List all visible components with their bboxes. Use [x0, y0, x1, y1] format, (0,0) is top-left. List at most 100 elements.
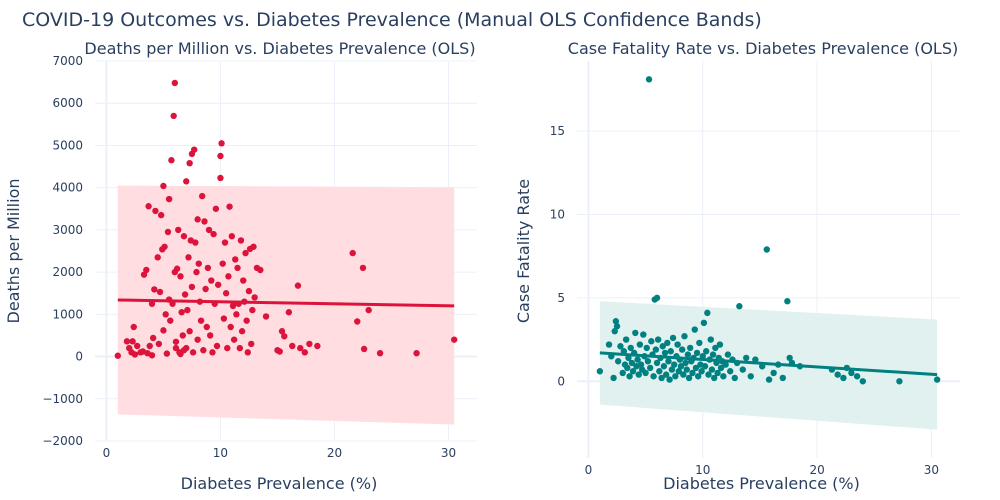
- scatter-point: [786, 354, 793, 362]
- scatter-point: [450, 336, 458, 343]
- y-tick-label: 7000: [52, 54, 83, 68]
- scatter-point: [227, 323, 234, 331]
- scatter-point: [314, 342, 321, 350]
- scatter-point: [413, 349, 420, 357]
- scatter-point: [678, 346, 686, 353]
- scatter-point: [646, 364, 654, 372]
- scatter-point: [155, 340, 163, 348]
- scatter-point: [666, 376, 673, 383]
- scatter-point: [151, 286, 158, 293]
- scatter-point: [722, 361, 729, 368]
- scatter-point: [202, 285, 209, 293]
- scatter-point: [648, 338, 655, 345]
- scatter-point: [181, 291, 189, 298]
- scatter-point: [148, 300, 156, 307]
- scatter-point: [152, 207, 159, 215]
- scatter-point: [183, 178, 190, 185]
- scatter-point: [164, 228, 172, 236]
- scatter-point: [632, 329, 639, 337]
- scatter-point: [686, 344, 694, 352]
- scatter-point: [130, 323, 137, 331]
- x-axis-title: Diabetes Prevalence (%): [181, 474, 378, 493]
- scatter-point: [221, 239, 229, 246]
- subplot-title: Deaths per Million vs. Diabetes Prevalen…: [84, 39, 475, 58]
- scatter-point: [184, 306, 191, 314]
- scatter-point: [349, 249, 356, 257]
- scatter-point: [218, 140, 225, 147]
- scatter-point: [232, 256, 239, 263]
- scatter-point: [765, 376, 773, 383]
- y-tick-label: 6000: [52, 96, 83, 110]
- scatter-point: [693, 349, 701, 357]
- scatter-point: [739, 366, 746, 373]
- scatter-point: [653, 294, 661, 302]
- scatter-point: [129, 338, 136, 345]
- scatter-point: [668, 366, 676, 373]
- scatter-point: [234, 264, 241, 272]
- scatter-point: [637, 361, 645, 368]
- scatter-point: [690, 354, 697, 362]
- scatter-point: [727, 368, 734, 375]
- scatter-point: [612, 318, 620, 325]
- scatter-point: [654, 336, 662, 343]
- scatter-point: [702, 348, 710, 355]
- scatter-point: [192, 239, 199, 246]
- scatter-point: [859, 378, 867, 385]
- scatter-point: [625, 354, 632, 362]
- scatter-point: [643, 344, 650, 352]
- scatter-point: [759, 363, 766, 370]
- scatter-point: [692, 364, 700, 372]
- scatter-point: [698, 368, 705, 375]
- scatter-point: [167, 317, 174, 324]
- scatter-point: [197, 317, 205, 324]
- scatter-point: [354, 318, 361, 325]
- scatter-point: [680, 371, 687, 378]
- scatter-point: [708, 366, 716, 373]
- scatter-point: [148, 352, 156, 359]
- chart-panel-cfr: 0 5 10 15 0 10 20 30 Case Fatality Rate vs. Diab…: [514, 39, 960, 493]
- scatter-point: [206, 332, 214, 339]
- scatter-point: [194, 216, 201, 223]
- scatter-point: [238, 328, 246, 335]
- scatter-point: [359, 264, 367, 272]
- scatter-point: [217, 152, 224, 160]
- scatter-point: [669, 334, 677, 342]
- scatter-point: [189, 349, 197, 356]
- scatter-point: [664, 339, 671, 347]
- scatter-point: [249, 306, 256, 314]
- scatter-point: [173, 265, 181, 272]
- scatter-point: [185, 254, 192, 261]
- scatter-point: [200, 347, 207, 354]
- scatter-point: [706, 356, 713, 363]
- scatter-point: [240, 277, 247, 284]
- scatter-point: [212, 205, 220, 212]
- scatter-point: [681, 333, 688, 340]
- scatter-point: [168, 157, 175, 164]
- scatter-point: [162, 311, 169, 318]
- scatter-point: [828, 366, 836, 373]
- scatter-point: [165, 195, 173, 203]
- x-tick-label: 30: [441, 446, 456, 460]
- x-tick-label: 0: [103, 446, 111, 460]
- scatter-point: [779, 374, 786, 382]
- y-tick-label: 10: [550, 207, 565, 221]
- scatter-point: [208, 277, 215, 284]
- scatter-point: [677, 363, 685, 370]
- scatter-point: [736, 303, 743, 310]
- scatter-point: [143, 266, 150, 274]
- scatter-point: [201, 218, 208, 225]
- scatter-point: [733, 359, 741, 367]
- scatter-point: [642, 369, 649, 377]
- scatter-point: [683, 366, 690, 373]
- scatter-point: [731, 374, 738, 382]
- scatter-point: [682, 359, 689, 367]
- scatter-point: [714, 369, 721, 377]
- scatter-point: [210, 230, 217, 238]
- scatter-point: [658, 374, 665, 382]
- y-tick-label: 5000: [52, 138, 83, 152]
- scatter-point: [301, 349, 309, 356]
- scatter-point: [188, 283, 196, 291]
- scatter-point: [667, 348, 674, 355]
- scatter-point: [763, 246, 770, 253]
- x-tick-label: 0: [585, 463, 593, 477]
